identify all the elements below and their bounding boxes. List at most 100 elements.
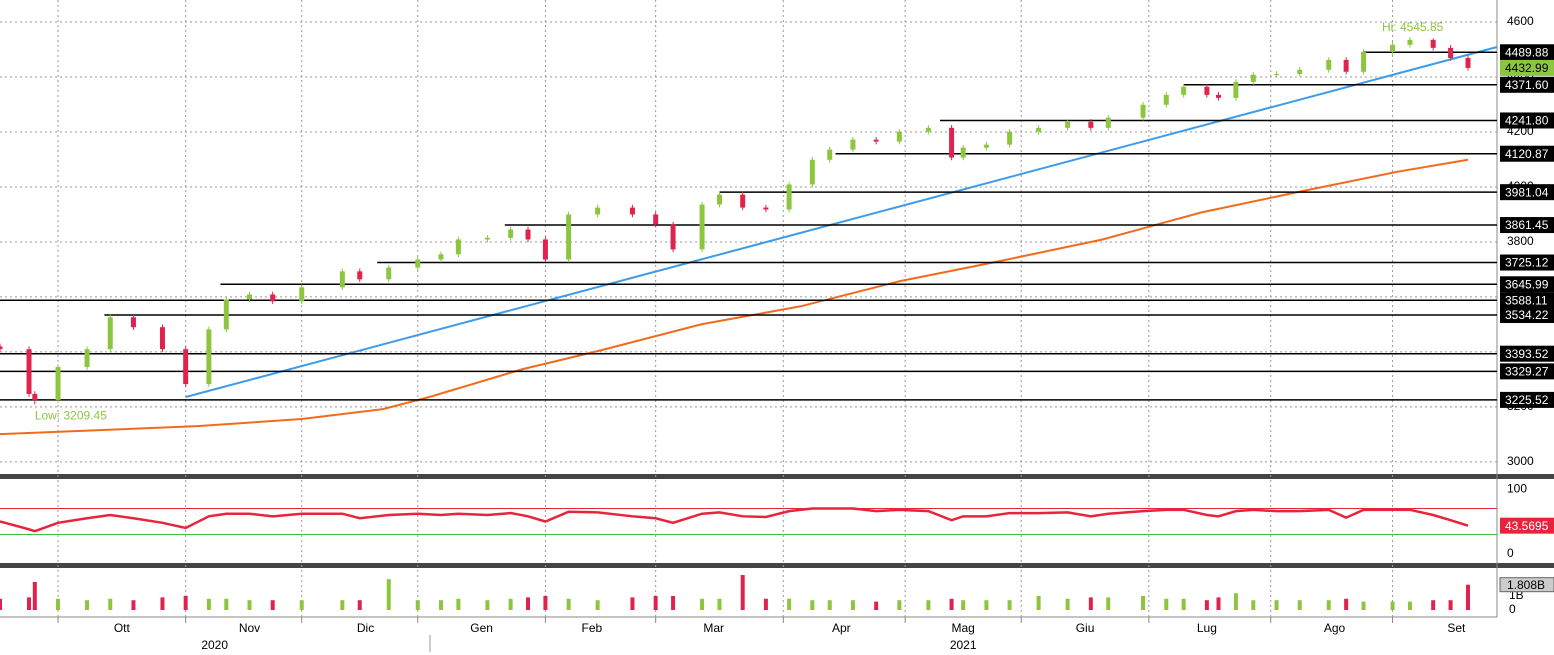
level-label: 3534.22 (1505, 308, 1549, 322)
volume-bar (1007, 600, 1012, 610)
level-label: 4489.88 (1505, 45, 1549, 59)
volume-bar (247, 600, 252, 610)
panel-separator (0, 474, 1554, 479)
volume-bar (566, 598, 571, 610)
level-label-box (1500, 391, 1554, 408)
candle-body (183, 349, 189, 385)
volume-bar (1361, 601, 1366, 610)
volume-bar (671, 596, 676, 610)
candle-body (653, 214, 659, 225)
volume-bar (1251, 600, 1256, 610)
rsi-tick-label: 100 (1507, 481, 1527, 495)
volume-bar (926, 600, 931, 610)
candle-body (1233, 81, 1239, 98)
volume-bar (595, 600, 600, 610)
candle-body (960, 147, 966, 158)
volume-bar (0, 598, 2, 610)
volume-last-label: 1.808B (1507, 578, 1545, 592)
candle-body (1088, 121, 1094, 128)
volume-bar (32, 582, 37, 610)
candle-body (983, 144, 989, 148)
annotation: Hi: 4545.85 (1382, 20, 1444, 34)
volume-bar (897, 600, 902, 610)
candle-body (484, 237, 490, 240)
rsi-tick-label: 0 (1507, 546, 1514, 560)
level-label: 3645.99 (1505, 277, 1549, 291)
volume-bar (810, 600, 815, 610)
volume-bar (1088, 597, 1093, 610)
candle-body (1390, 44, 1396, 52)
candle-body (525, 229, 531, 240)
annotation: Low: 3209.45 (35, 408, 107, 422)
volume-bar (1344, 598, 1349, 610)
candle-body (415, 259, 421, 268)
candle-body (1343, 59, 1349, 72)
level-label: 3861.45 (1505, 218, 1549, 232)
level-label-box (1500, 345, 1554, 362)
volume-bar (1297, 600, 1302, 610)
candle-body (850, 139, 856, 150)
volume-bar (526, 597, 531, 610)
candle-body (0, 346, 3, 350)
level-label-box (1500, 112, 1554, 129)
candle-body (1430, 39, 1436, 48)
panel-separator (0, 563, 1554, 568)
candle-body (1204, 86, 1210, 95)
x-tick-label: Lug (1197, 621, 1217, 635)
volume-bar (874, 601, 879, 610)
candle-body (1250, 74, 1256, 82)
candle-body (438, 254, 444, 260)
candle-body (873, 139, 879, 142)
volume-bar (1465, 584, 1470, 610)
volume-bar (357, 600, 362, 610)
candle-body (1181, 86, 1187, 95)
volume-bar (485, 600, 490, 610)
volume-bar (340, 600, 345, 610)
volume-bar (56, 598, 61, 610)
candle-body (299, 287, 305, 302)
candle-body (896, 131, 902, 142)
volume-bar (386, 579, 391, 610)
x-tick-label: Set (1447, 621, 1466, 635)
rsi-line (0, 507, 1469, 533)
volume-bar (1274, 600, 1279, 610)
candle-body (508, 229, 514, 238)
x-tick-label: Feb (581, 621, 602, 635)
volume-bar (415, 600, 420, 610)
volume-bar (206, 598, 211, 610)
x-tick-label: Mag (952, 621, 975, 635)
x-tick-label: Apr (832, 621, 851, 635)
candle-body (1274, 73, 1280, 75)
candle-body (223, 299, 229, 330)
candle-body (542, 239, 548, 260)
volume-bar (27, 597, 32, 610)
candle-body (1036, 127, 1042, 132)
x-tick-label: Ago (1324, 621, 1346, 635)
level-label-box (1500, 292, 1554, 309)
volume-bar (984, 600, 989, 610)
candle-body (595, 207, 601, 215)
candle-body (1361, 51, 1367, 72)
level-label-box (1500, 363, 1554, 380)
volume-bar (1448, 600, 1453, 610)
candle-body (763, 207, 769, 210)
rsi-last-box (1500, 517, 1554, 534)
volume-bar (961, 600, 966, 610)
candle-body (455, 239, 461, 255)
volume-bar (1407, 601, 1412, 610)
candle-body (206, 329, 212, 385)
x-tick-label: Nov (239, 621, 260, 635)
volume-bar (1106, 597, 1111, 610)
year-label: 2020 (201, 638, 228, 652)
candle-body (247, 294, 252, 300)
level-label: 3725.12 (1505, 256, 1549, 270)
volume-bar (1326, 600, 1331, 610)
candle-body (699, 204, 705, 250)
volume-bar (630, 597, 635, 610)
volume-bar (1141, 596, 1146, 610)
level-label-box (1500, 276, 1554, 293)
candle-body (1465, 58, 1471, 68)
candle-body (1065, 121, 1071, 128)
candle-body (130, 317, 136, 328)
